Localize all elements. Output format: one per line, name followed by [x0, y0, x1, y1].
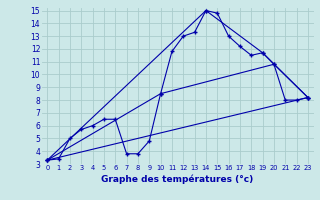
X-axis label: Graphe des températures (°c): Graphe des températures (°c)	[101, 174, 254, 184]
